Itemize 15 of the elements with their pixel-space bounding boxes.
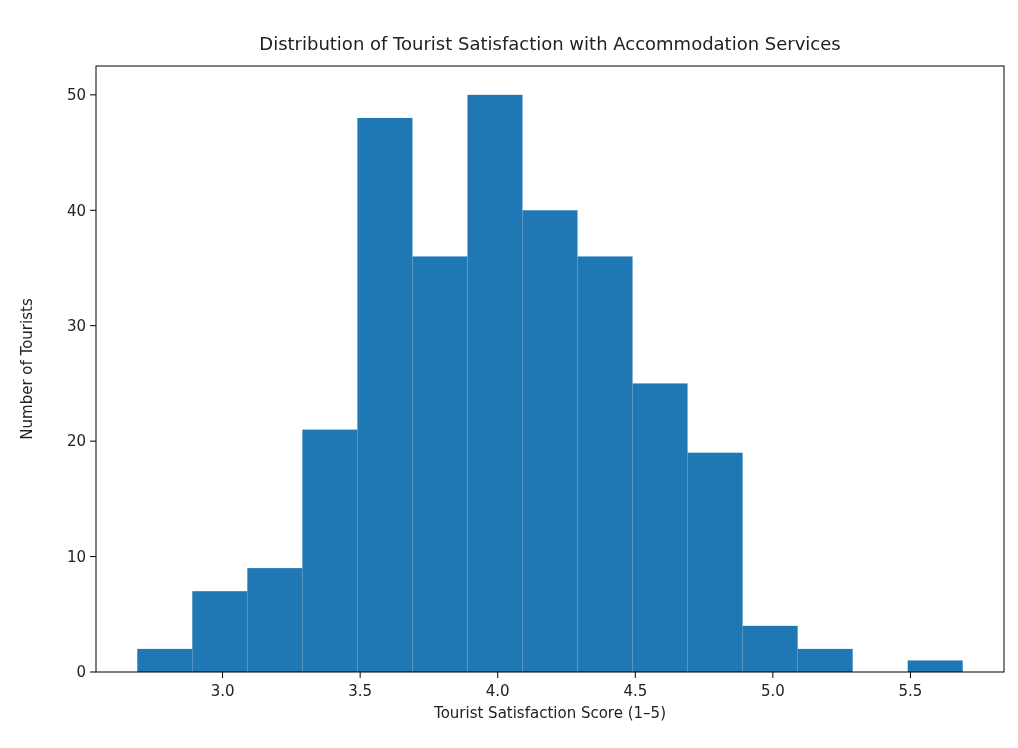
x-tick-label: 3.0 <box>210 682 235 700</box>
y-tick-label: 10 <box>66 547 86 566</box>
x-tick-label: 5.5 <box>898 682 923 700</box>
chart-title: Distribution of Tourist Satisfaction with Accommodation Services <box>259 33 841 54</box>
y-tick-label: 20 <box>66 432 86 451</box>
x-tick-label: 4.0 <box>485 682 510 700</box>
y-tick-label: 50 <box>66 86 86 105</box>
y-axis-title: Number of Tourists <box>18 298 36 440</box>
x-axis-title: Tourist Satisfaction Score (1–5) <box>433 704 666 722</box>
y-tick-label: 0 <box>76 663 86 682</box>
x-tick-label: 3.5 <box>348 682 373 700</box>
y-tick-label: 40 <box>66 201 86 220</box>
x-tick-label: 4.5 <box>623 682 648 700</box>
y-tick-label: 30 <box>66 316 86 335</box>
x-tick-label: 5.0 <box>760 682 785 700</box>
